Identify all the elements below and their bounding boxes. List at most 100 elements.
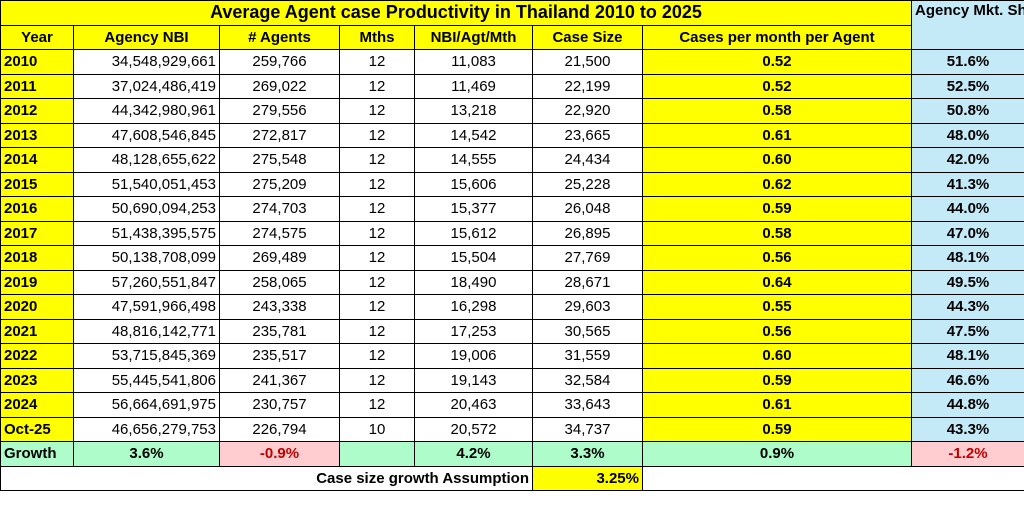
market-share-cell: 47.5% (911, 318, 1024, 344)
assumption-row: Case size growth Assumption 3.25% (0, 465, 1024, 491)
agency-nbi-cell: 56,664,691,975 (73, 392, 220, 418)
cases-per-agent-cell: 0.52 (642, 49, 912, 75)
agents-cell: 275,548 (219, 147, 340, 173)
case-size-cell: 28,671 (532, 269, 643, 295)
agents-cell: 235,517 (219, 343, 340, 369)
year-cell: 2021 (0, 318, 74, 344)
year-cell: 2023 (0, 367, 74, 393)
months-cell: 12 (339, 220, 415, 246)
nbi-per-agent-month-cell: 20,463 (414, 392, 533, 418)
case-size-cell: 27,769 (532, 245, 643, 271)
nbi-per-agent-month-cell: 20,572 (414, 416, 533, 442)
case-size-cell: 22,199 (532, 73, 643, 99)
column-header: # Agents (219, 24, 340, 50)
agency-nbi-cell: 48,128,655,622 (73, 147, 220, 173)
nbi-per-agent-month-cell: 16,298 (414, 294, 533, 320)
nbi-per-agent-month-cell: 15,612 (414, 220, 533, 246)
year-cell: 2020 (0, 294, 74, 320)
agency-nbi-cell: 51,438,395,575 (73, 220, 220, 246)
agents-cell: 269,022 (219, 73, 340, 99)
market-share-cell: 50.8% (911, 98, 1024, 124)
agency-nbi-cell: 44,342,980,961 (73, 98, 220, 124)
year-cell: 2019 (0, 269, 74, 295)
months-cell: 12 (339, 196, 415, 222)
case-size-cell: 33,643 (532, 392, 643, 418)
agency-nbi-cell: 47,591,966,498 (73, 294, 220, 320)
cases-per-agent-cell: 0.58 (642, 220, 912, 246)
assumption-label: Case size growth Assumption (0, 465, 533, 491)
agency-nbi-cell: 48,816,142,771 (73, 318, 220, 344)
months-cell: 12 (339, 122, 415, 148)
nbi-per-agent-month-cell: 11,083 (414, 49, 533, 75)
months-cell: 12 (339, 73, 415, 99)
year-cell: 2011 (0, 73, 74, 99)
header-row: Year Agency NBI # Agents Mths NBI/Agt/Mth Cas… (0, 24, 1024, 50)
year-cell: 2014 (0, 147, 74, 173)
year-cell: 2015 (0, 171, 74, 197)
agents-cell: 258,065 (219, 269, 340, 295)
cases-per-agent-cell: 0.59 (642, 196, 912, 222)
table-row: 2014 48,128,655,622 275,548 12 14,555 24,434 0… (0, 147, 1024, 173)
market-share-cell: 44.3% (911, 294, 1024, 320)
agency-nbi-cell: 34,548,929,661 (73, 49, 220, 75)
market-share-cell: 49.5% (911, 269, 1024, 295)
months-cell: 12 (339, 245, 415, 271)
market-share-cell: 48.1% (911, 245, 1024, 271)
agency-nbi-cell: 55,445,541,806 (73, 367, 220, 393)
table-row: 2016 50,690,094,253 274,703 12 15,377 26,048 0… (0, 196, 1024, 222)
year-cell: Oct-25 (0, 416, 74, 442)
cases-per-agent-cell: 0.61 (642, 392, 912, 418)
agency-nbi-cell: 47,608,546,845 (73, 122, 220, 148)
cases-per-agent-cell: 0.58 (642, 98, 912, 124)
nbi-per-agent-month-cell: 15,606 (414, 171, 533, 197)
year-cell: 2022 (0, 343, 74, 369)
case-size-cell: 34,737 (532, 416, 643, 442)
growth-market-share: -1.2% (911, 441, 1024, 467)
table-row: 2012 44,342,980,961 279,556 12 13,218 22,920 0… (0, 98, 1024, 124)
market-share-cell: 46.6% (911, 367, 1024, 393)
case-size-cell: 30,565 (532, 318, 643, 344)
agency-nbi-cell: 37,024,486,419 (73, 73, 220, 99)
case-size-cell: 22,920 (532, 98, 643, 124)
table-row: 2024 56,664,691,975 230,757 12 20,463 33,643 0… (0, 392, 1024, 418)
case-size-cell: 23,665 (532, 122, 643, 148)
nbi-per-agent-month-cell: 14,555 (414, 147, 533, 173)
market-share-cell: 48.1% (911, 343, 1024, 369)
table-row: 2018 50,138,708,099 269,489 12 15,504 27,769 0… (0, 245, 1024, 271)
table-row: 2022 53,715,845,369 235,517 12 19,006 31,559 0… (0, 343, 1024, 369)
growth-row: Growth 3.6% -0.9% 4.2% 3.3% 0.9% -1.2% (0, 441, 1024, 467)
case-size-cell: 25,228 (532, 171, 643, 197)
agency-nbi-cell: 57,260,551,847 (73, 269, 220, 295)
table-row: 2015 51,540,051,453 275,209 12 15,606 25,228 0… (0, 171, 1024, 197)
table-title: Average Agent case Productivity in Thail… (0, 0, 912, 26)
months-cell: 12 (339, 367, 415, 393)
market-share-cell: 43.3% (911, 416, 1024, 442)
year-cell: 2018 (0, 245, 74, 271)
market-share-cell: 42.0% (911, 147, 1024, 173)
case-size-cell: 29,603 (532, 294, 643, 320)
year-cell: 2016 (0, 196, 74, 222)
column-header: Agency NBI (73, 24, 220, 50)
growth-cases: 0.9% (642, 441, 912, 467)
nbi-per-agent-month-cell: 13,218 (414, 98, 533, 124)
months-cell: 12 (339, 392, 415, 418)
months-cell: 12 (339, 171, 415, 197)
cases-per-agent-cell: 0.59 (642, 416, 912, 442)
months-cell: 12 (339, 49, 415, 75)
cases-per-agent-cell: 0.64 (642, 269, 912, 295)
agency-nbi-cell: 46,656,279,753 (73, 416, 220, 442)
months-cell: 12 (339, 294, 415, 320)
assumption-value: 3.25% (532, 465, 643, 491)
table-row: 2023 55,445,541,806 241,367 12 19,143 32,584 0… (0, 367, 1024, 393)
column-header: Mths (339, 24, 415, 50)
year-cell: 2012 (0, 98, 74, 124)
market-share-cell: 41.3% (911, 171, 1024, 197)
cases-per-agent-cell: 0.52 (642, 73, 912, 99)
agency-nbi-cell: 50,690,094,253 (73, 196, 220, 222)
market-share-cell: 51.6% (911, 49, 1024, 75)
table-row: 2017 51,438,395,575 274,575 12 15,612 26,895 0… (0, 220, 1024, 246)
agents-cell: 279,556 (219, 98, 340, 124)
months-cell: 12 (339, 98, 415, 124)
nbi-per-agent-month-cell: 11,469 (414, 73, 533, 99)
table-row: 2019 57,260,551,847 258,065 12 18,490 28,671 0… (0, 269, 1024, 295)
